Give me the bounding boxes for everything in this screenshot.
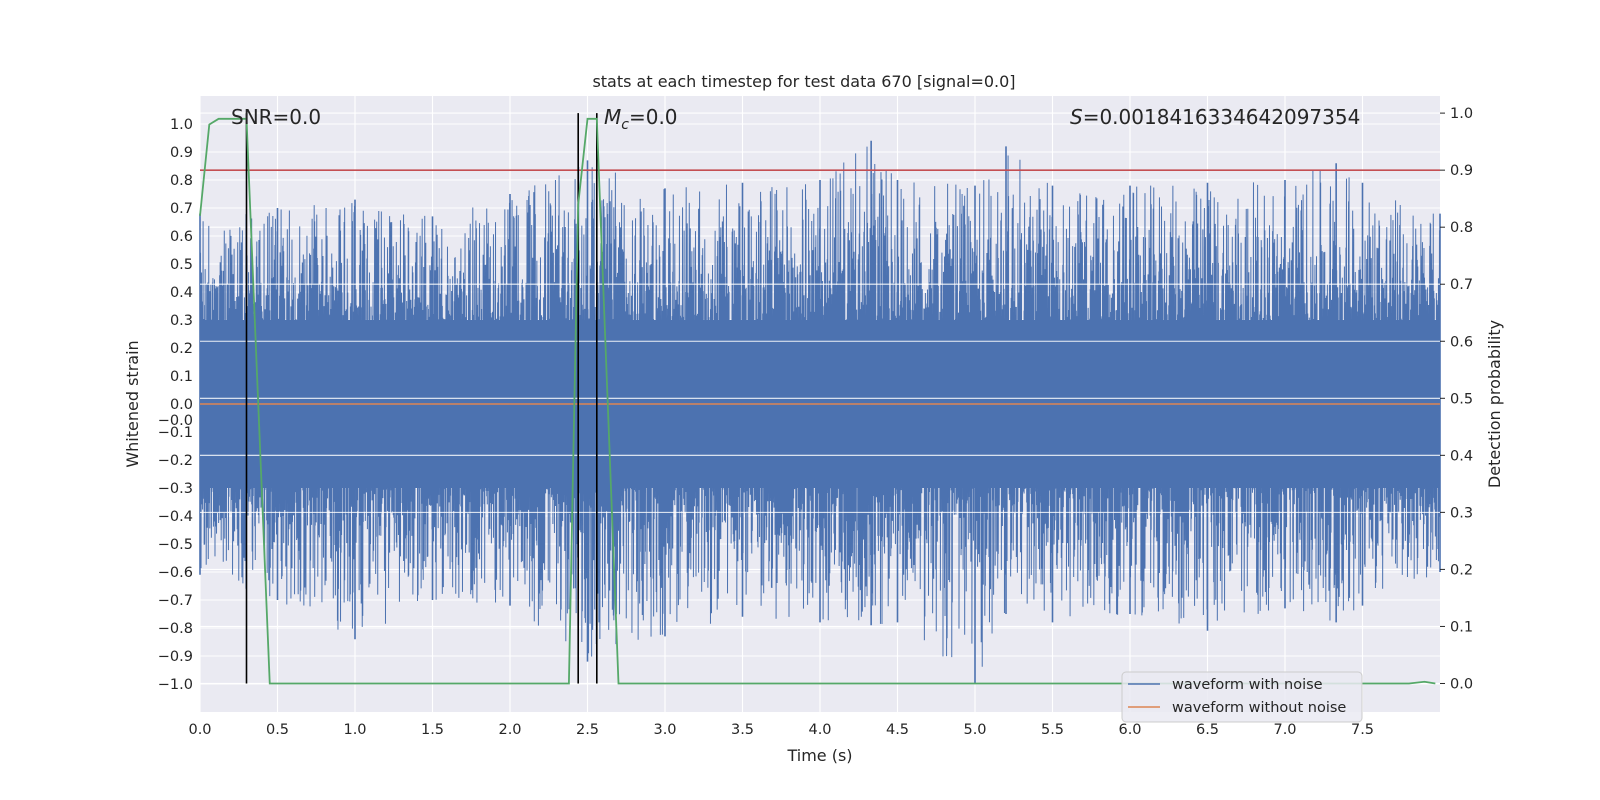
x-tick-label: 5.5 — [1041, 722, 1064, 738]
y-tick-label: 1.0 — [170, 117, 193, 133]
y-axis-left: 1.00.90.80.70.60.50.40.30.20.10.0−0.1−0.… — [158, 117, 193, 693]
y-tick-label: −0.8 — [158, 621, 193, 637]
y2-tick-label: 0.8 — [1450, 220, 1473, 236]
chirp-mass-annotation: Mc=0.0 — [604, 105, 678, 133]
y2-tick-label: 0.6 — [1450, 334, 1473, 350]
mc-subscript: c — [621, 117, 629, 133]
y-tick-label: −0.5 — [158, 537, 193, 553]
x-tick-label: 6.5 — [1196, 722, 1219, 738]
x-tick-label: 2.0 — [498, 722, 521, 738]
y2-tick-label: 1.0 — [1450, 106, 1473, 122]
y-tick-label: −0.6 — [158, 565, 193, 581]
y-tick-label: −0.7 — [158, 593, 193, 609]
y2-tick-label: 0.2 — [1450, 562, 1473, 578]
y-axis-right-label: Detection probability — [1485, 320, 1504, 488]
y2-tick-label: 0.1 — [1450, 619, 1473, 635]
y2-tick-label: 0.9 — [1450, 163, 1473, 179]
x-tick-label: 7.0 — [1273, 722, 1296, 738]
y-tick-label: 0.6 — [170, 229, 193, 245]
s-symbol: S — [1070, 105, 1083, 129]
y-tick-label: −0.1 — [158, 425, 193, 441]
y-tick-label: 0.4 — [170, 285, 193, 301]
legend: waveform with noise waveform without noi… — [1121, 671, 1363, 723]
y2-tick-label: 0.7 — [1450, 277, 1473, 293]
x-axis-label: Time (s) — [786, 746, 852, 765]
y-tick-label: −0.2 — [158, 453, 193, 469]
y-tick-label: 0.7 — [170, 201, 193, 217]
mc-value: =0.0 — [629, 105, 678, 129]
y2-tick-label: 0.4 — [1450, 448, 1473, 464]
snr-annotation: SNR=0.0 — [231, 105, 321, 129]
x-tick-label: 2.5 — [576, 722, 599, 738]
x-tick-label: 3.5 — [731, 722, 754, 738]
y-tick-label: 0.5 — [170, 257, 193, 273]
y2-tick-label: 0.0 — [1450, 676, 1473, 692]
x-tick-label: 4.5 — [886, 722, 909, 738]
mc-symbol: M — [604, 105, 621, 129]
x-tick-label: 5.0 — [963, 722, 986, 738]
y2-tick-label: 0.5 — [1450, 391, 1473, 407]
y-axis-label: Whitened strain — [123, 340, 142, 467]
legend-box — [1121, 671, 1363, 723]
y-tick-label: 0.8 — [170, 173, 193, 189]
y-tick-label: −0.4 — [158, 509, 193, 525]
y-axis-right: 0.0 0.1 0.2 0.3 0.4 0.5 0.6 0.7 0.8 0.9 1.0 — [1440, 106, 1473, 692]
y-tick-label: 0.1 — [170, 369, 193, 385]
x-tick-label: 6.0 — [1118, 722, 1141, 738]
x-tick-label: 3.0 — [653, 722, 676, 738]
x-tick-label: 0.5 — [266, 722, 289, 738]
x-tick-label: 0.0 — [188, 722, 211, 738]
y-tick-label: 0.3 — [170, 313, 193, 329]
chart-title: stats at each timestep for test data 670… — [592, 72, 1015, 91]
y-tick-label: 0.2 — [170, 341, 193, 357]
y-tick-label: −0.0 — [158, 413, 193, 429]
x-tick-label: 1.5 — [421, 722, 444, 738]
s-value: =0.0018416334642097354 — [1083, 105, 1361, 129]
y-tick-label: −1.0 — [158, 677, 193, 693]
y-tick-label: −0.9 — [158, 649, 193, 665]
overlay-lines — [199, 113, 1440, 685]
x-tick-label: 7.5 — [1351, 722, 1374, 738]
legend-label-noise: waveform with noise — [1172, 677, 1323, 693]
x-tick-label: 4.0 — [808, 722, 831, 738]
y-tick-label: 0.0 — [170, 397, 193, 413]
score-annotation: S=0.0018416334642097354 — [1070, 105, 1360, 129]
x-tick-label: 1.0 — [343, 722, 366, 738]
y-tick-label: −0.3 — [158, 481, 193, 497]
y2-tick-label: 0.3 — [1450, 505, 1473, 521]
y-tick-label: 0.9 — [170, 145, 193, 161]
legend-label-clean: waveform without noise — [1172, 700, 1346, 716]
x-axis: 0.0 0.5 1.0 1.5 2.0 2.5 3.0 3.5 4.0 4.5 5.0 5.5 6.0 6… — [188, 722, 1374, 738]
